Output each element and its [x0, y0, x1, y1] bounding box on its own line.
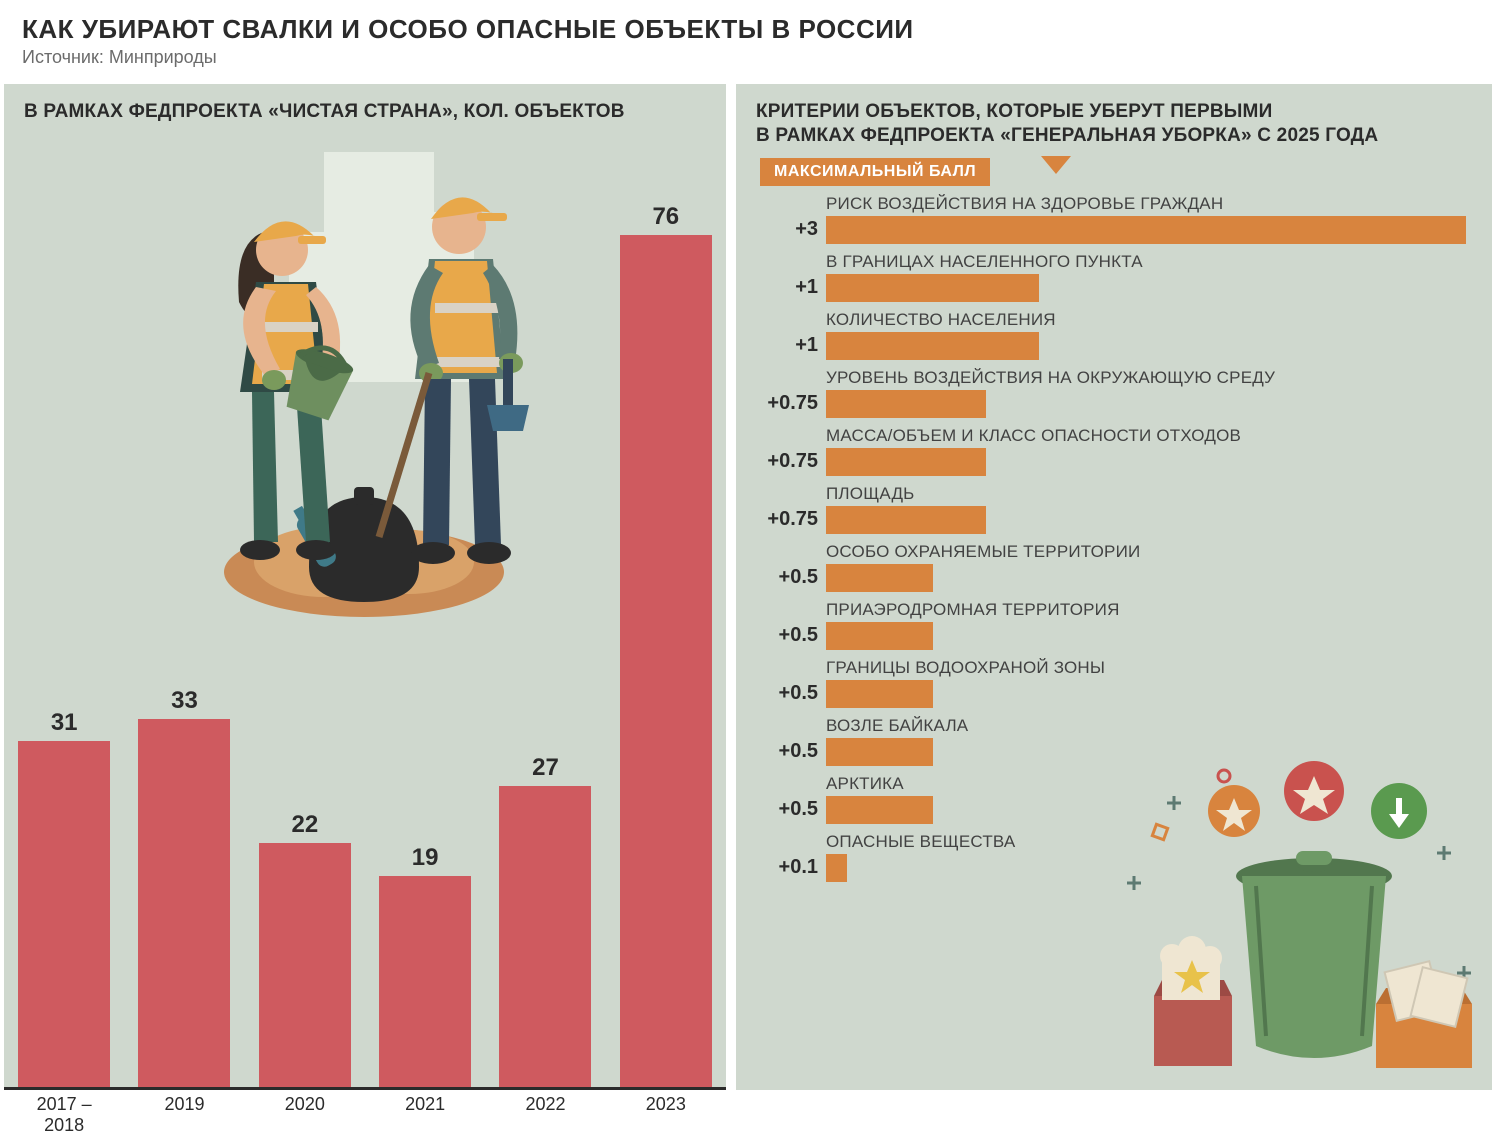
criteria-score: +3	[760, 218, 826, 241]
criteria-score: +0.5	[760, 566, 826, 589]
panels: В РАМКАХ ФЕДПРОЕКТА «ЧИСТАЯ СТРАНА», КОЛ…	[0, 74, 1500, 1090]
left-heading: В РАМКАХ ФЕДПРОЕКТА «ЧИСТАЯ СТРАНА», КОЛ…	[4, 84, 726, 130]
criteria-bar	[826, 622, 933, 650]
criteria-score: +1	[760, 276, 826, 299]
criteria-label: ГРАНИЦЫ ВОДООХРАНОЙ ЗОНЫ	[826, 658, 1472, 678]
bar-chart: 31 33 22 19 27 76	[4, 190, 726, 1090]
x-axis-labels: 2017 – 2018 2019 2020 2021 2022 2023	[16, 1088, 714, 1136]
criteria-row: ПРИАЭРОДРОМНАЯ ТЕРРИТОРИЯ+0.5	[760, 600, 1472, 650]
bar	[138, 719, 230, 1090]
right-heading: КРИТЕРИИ ОБЪЕКТОВ, КОТОРЫЕ УБЕРУТ ПЕРВЫМ…	[736, 84, 1492, 154]
criteria-label: МАССА/ОБЪЕМ И КЛАСС ОПАСНОСТИ ОТХОДОВ	[826, 426, 1472, 446]
criteria-row: В ГРАНИЦАХ НАСЕЛЕННОГО ПУНКТА+1	[760, 252, 1472, 302]
criteria-label: УРОВЕНЬ ВОЗДЕЙСТВИЯ НА ОКРУЖАЮЩУЮ СРЕДУ	[826, 368, 1472, 388]
criteria-label: ОПАСНЫЕ ВЕЩЕСТВА	[826, 832, 1472, 852]
pointer-icon	[1041, 156, 1071, 176]
x-label: 2023	[618, 1088, 714, 1136]
criteria-label: ПРИАЭРОДРОМНАЯ ТЕРРИТОРИЯ	[826, 600, 1472, 620]
criteria-score: +0.1	[760, 856, 826, 879]
x-label: 2020	[257, 1088, 353, 1136]
criteria-bar	[826, 680, 933, 708]
bar	[259, 843, 351, 1091]
bar-value: 76	[652, 203, 679, 231]
bar-slot: 22	[257, 190, 353, 1090]
criteria-score: +0.75	[760, 392, 826, 415]
bar	[379, 876, 471, 1090]
criteria-bar	[826, 332, 1039, 360]
criteria-score: +0.75	[760, 450, 826, 473]
panel-left: В РАМКАХ ФЕДПРОЕКТА «ЧИСТАЯ СТРАНА», КОЛ…	[4, 84, 726, 1090]
bar-value: 31	[51, 709, 78, 737]
criteria-bar	[826, 506, 986, 534]
criteria-row: ПЛОЩАДЬ+0.75	[760, 484, 1472, 534]
criteria-bar	[826, 448, 986, 476]
bar-slot: 19	[377, 190, 473, 1090]
criteria-label: ПЛОЩАДЬ	[826, 484, 1472, 504]
criteria-label: В ГРАНИЦАХ НАСЕЛЕННОГО ПУНКТА	[826, 252, 1472, 272]
criteria-score: +0.5	[760, 798, 826, 821]
criteria-row: УРОВЕНЬ ВОЗДЕЙСТВИЯ НА ОКРУЖАЮЩУЮ СРЕДУ+…	[760, 368, 1472, 418]
header: КАК УБИРАЮТ СВАЛКИ И ОСОБО ОПАСНЫЕ ОБЪЕК…	[0, 0, 1500, 74]
panel-right: КРИТЕРИИ ОБЪЕКТОВ, КОТОРЫЕ УБЕРУТ ПЕРВЫМ…	[736, 84, 1492, 1090]
bar-slot: 76	[618, 190, 714, 1090]
criteria-label: ОСОБО ОХРАНЯЕМЫЕ ТЕРРИТОРИИ	[826, 542, 1472, 562]
criteria-score: +0.75	[760, 508, 826, 531]
x-label: 2017 – 2018	[16, 1088, 112, 1136]
criteria-score: +0.5	[760, 624, 826, 647]
criteria-row: КОЛИЧЕСТВО НАСЕЛЕНИЯ+1	[760, 310, 1472, 360]
source-line: Источник: Минприроды	[22, 47, 1478, 68]
criteria-bar	[826, 274, 1039, 302]
bar-value: 22	[291, 811, 318, 839]
criteria-score: +0.5	[760, 740, 826, 763]
criteria-row: РИСК ВОЗДЕЙСТВИЯ НА ЗДОРОВЬЕ ГРАЖДАН+3	[760, 194, 1472, 244]
criteria-label: РИСК ВОЗДЕЙСТВИЯ НА ЗДОРОВЬЕ ГРАЖДАН	[826, 194, 1472, 214]
bar-slot: 33	[136, 190, 232, 1090]
x-label: 2021	[377, 1088, 473, 1136]
criteria-label: АРКТИКА	[826, 774, 1472, 794]
bar-slot: 31	[16, 190, 112, 1090]
bar	[18, 741, 110, 1090]
criteria-label: КОЛИЧЕСТВО НАСЕЛЕНИЯ	[826, 310, 1472, 330]
criteria-row: ОПАСНЫЕ ВЕЩЕСТВА+0.1	[760, 832, 1472, 882]
max-score-badge: МАКСИМАЛЬНЫЙ БАЛЛ	[760, 158, 990, 186]
criteria-row: АРКТИКА+0.5	[760, 774, 1472, 824]
bar-value: 19	[412, 844, 439, 872]
criteria-row: МАССА/ОБЪЕМ И КЛАСС ОПАСНОСТИ ОТХОДОВ+0.…	[760, 426, 1472, 476]
x-label: 2022	[497, 1088, 593, 1136]
criteria-row: ОСОБО ОХРАНЯЕМЫЕ ТЕРРИТОРИИ+0.5	[760, 542, 1472, 592]
bar	[620, 235, 712, 1090]
criteria-row: ВОЗЛЕ БАЙКАЛА+0.5	[760, 716, 1472, 766]
criteria-score: +0.5	[760, 682, 826, 705]
bar-slot: 27	[497, 190, 593, 1090]
criteria-score: +1	[760, 334, 826, 357]
bar-value: 27	[532, 754, 559, 782]
page-title: КАК УБИРАЮТ СВАЛКИ И ОСОБО ОПАСНЫЕ ОБЪЕК…	[22, 14, 1478, 45]
criteria-label: ВОЗЛЕ БАЙКАЛА	[826, 716, 1472, 736]
criteria-bar	[826, 390, 986, 418]
criteria-bar	[826, 216, 1466, 244]
bar-value: 33	[171, 687, 198, 715]
x-label: 2019	[136, 1088, 232, 1136]
criteria-list: РИСК ВОЗДЕЙСТВИЯ НА ЗДОРОВЬЕ ГРАЖДАН+3В …	[760, 194, 1472, 882]
criteria-bar	[826, 738, 933, 766]
criteria-row: ГРАНИЦЫ ВОДООХРАНОЙ ЗОНЫ+0.5	[760, 658, 1472, 708]
bar	[499, 786, 591, 1090]
criteria-bar	[826, 796, 933, 824]
criteria-bar	[826, 854, 847, 882]
criteria-bar	[826, 564, 933, 592]
